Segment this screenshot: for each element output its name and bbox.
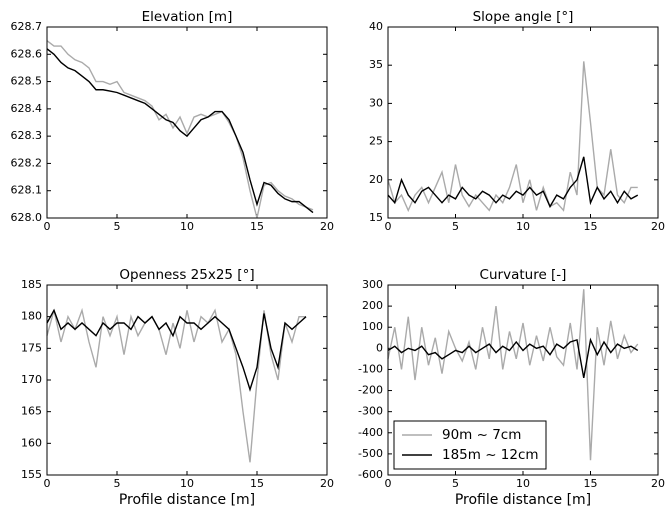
y-tick-label: 628.5 [11, 75, 43, 88]
x-tick-label: 20 [320, 477, 334, 490]
x-tick-label: 15 [584, 477, 598, 490]
y-tick-label: 300 [362, 278, 383, 291]
y-tick-label: 180 [21, 310, 42, 323]
y-tick-label: -500 [358, 447, 383, 460]
x-axis-label: Profile distance [m] [455, 492, 591, 508]
x-tick-label: 15 [250, 220, 264, 233]
y-tick-label: 200 [362, 299, 383, 312]
y-tick-label: 175 [21, 341, 42, 354]
y-tick-label: 628.4 [11, 102, 43, 115]
plot-area [47, 27, 327, 218]
axes-frame [46, 284, 328, 476]
y-tick-label: 15 [369, 211, 383, 224]
x-tick-label: 20 [320, 220, 334, 233]
subplot: Curvature [-] Profile distance [m] 0 5 10 15 2… [358, 267, 665, 508]
y-tick-label: 165 [21, 405, 42, 418]
series-line [46, 48, 314, 214]
chart-title: Openness 25x25 [°] [119, 267, 254, 283]
y-tick-label: 40 [369, 20, 383, 33]
y-tick-label: 155 [21, 468, 42, 481]
axes-frame [46, 26, 328, 219]
x-tick-label: 15 [584, 220, 598, 233]
x-tick-label: 5 [452, 477, 459, 490]
x-tick-label: 20 [651, 220, 665, 233]
series-line [46, 308, 307, 392]
x-tick-label: 10 [516, 477, 530, 490]
chart-title: Elevation [m] [142, 9, 233, 25]
series-line [387, 61, 638, 213]
subplot: Elevation [m] 0 5 10 15 20 628.0 628.1 628.2 628.… [11, 9, 335, 233]
y-tick-label: 170 [21, 373, 42, 386]
y-tick-label: 628.6 [11, 47, 43, 60]
x-axis-label: Profile distance [m] [119, 492, 255, 508]
x-tick-label: 0 [44, 220, 51, 233]
x-tick-label: 0 [385, 220, 392, 233]
y-tick-label: 35 [369, 58, 383, 71]
x-tick-label: 10 [516, 220, 530, 233]
y-tick-label: -400 [358, 426, 383, 439]
y-tick-label: 185 [21, 278, 42, 291]
x-tick-label: 0 [385, 477, 392, 490]
y-tick-label: 20 [369, 173, 383, 186]
series-line [387, 337, 639, 379]
chart-title: Slope angle [°] [473, 9, 574, 25]
y-tick-label: 0 [376, 341, 383, 354]
y-tick-label: 628.2 [11, 156, 43, 169]
axes-frame [387, 26, 659, 219]
chart-title: Curvature [-] [480, 267, 567, 283]
subplot: Openness 25x25 [°] Profile distance [m] 0 5… [21, 267, 334, 508]
legend-label: 185m ~ 12cm [442, 447, 539, 463]
y-tick-label: 100 [362, 320, 383, 333]
y-tick-label: -200 [358, 384, 383, 397]
x-tick-label: 15 [250, 477, 264, 490]
x-tick-label: 10 [180, 477, 194, 490]
y-tick-label: 25 [369, 135, 383, 148]
y-tick-label: 30 [369, 96, 383, 109]
plot-area [388, 27, 658, 218]
series-line [387, 156, 639, 209]
x-tick-label: 5 [114, 220, 121, 233]
legend-label: 90m ~ 7cm [442, 427, 521, 443]
y-tick-label: -600 [358, 468, 383, 481]
y-tick-label: -300 [358, 405, 383, 418]
y-tick-label: 628.3 [11, 129, 43, 142]
plot-area [47, 285, 327, 475]
series-line [46, 40, 314, 219]
x-tick-label: 5 [452, 220, 459, 233]
y-tick-label: 628.0 [11, 211, 43, 224]
axes-frame [387, 284, 659, 476]
y-tick-label: -100 [358, 362, 383, 375]
x-tick-label: 10 [180, 220, 194, 233]
y-tick-label: 628.1 [11, 184, 43, 197]
x-tick-label: 20 [651, 477, 665, 490]
y-tick-label: 628.7 [11, 20, 43, 33]
subplot: Slope angle [°] 0 5 10 15 20 15 20 25 30 35 40 [369, 9, 665, 233]
legend-box [393, 420, 547, 470]
x-tick-label: 0 [44, 477, 51, 490]
y-tick-label: 160 [21, 436, 42, 449]
x-tick-label: 5 [114, 477, 121, 490]
